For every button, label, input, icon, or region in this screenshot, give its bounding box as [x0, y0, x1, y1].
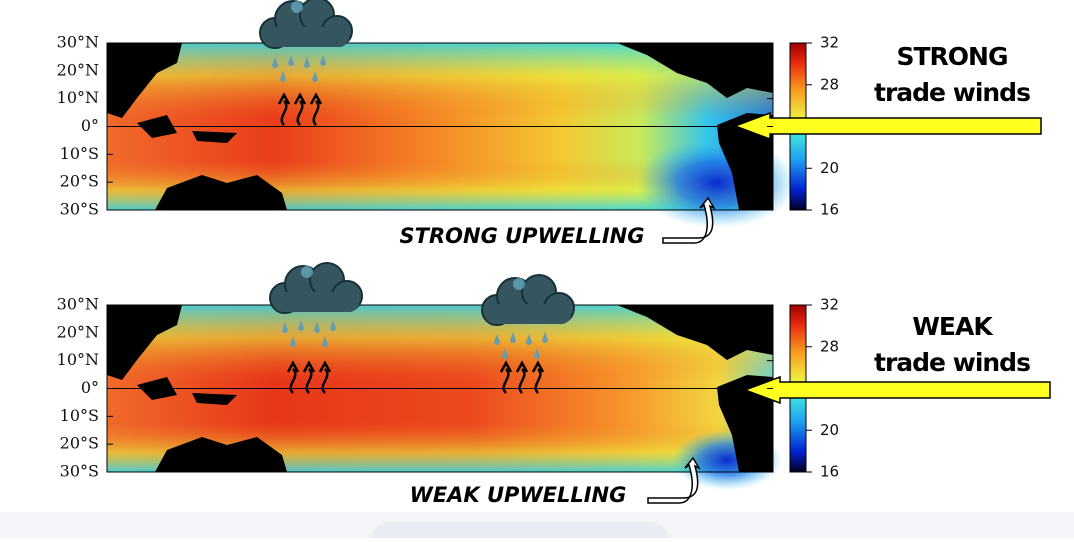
upwelling-label: STRONG UPWELLING — [400, 224, 645, 248]
wind-arrow — [732, 111, 1042, 141]
upwelling-arrow — [647, 456, 701, 504]
colorbar-tick-label: 20 — [820, 159, 839, 177]
wind-label: trade winds — [874, 78, 1030, 107]
lat-label: 0° — [81, 378, 99, 397]
lat-label: 20°N — [57, 322, 99, 341]
wind-strength: WEAK — [912, 312, 994, 341]
lat-label: 30°S — [60, 200, 99, 219]
lat-label: 30°N — [57, 295, 99, 314]
lat-label: 20°N — [57, 60, 99, 79]
lat-label: 10°N — [57, 88, 99, 107]
lat-label: 10°S — [60, 406, 99, 425]
lat-label: 0° — [81, 116, 99, 135]
wind-label: trade winds — [874, 348, 1030, 377]
lat-label: 30°N — [57, 33, 99, 52]
lat-label: 20°S — [60, 172, 99, 191]
footer-pill — [370, 522, 670, 542]
wind-arrow — [742, 375, 1051, 405]
colorbar-tick-label: 28 — [820, 75, 839, 93]
lat-label: 10°N — [57, 350, 99, 369]
colorbar-tick-label: 32 — [820, 296, 839, 314]
lat-label: 20°S — [60, 434, 99, 453]
lat-label: 30°S — [60, 462, 99, 481]
upwelling-label: WEAK UPWELLING — [410, 483, 627, 507]
colorbar-tick-label: 16 — [820, 463, 839, 481]
lat-label: 10°S — [60, 144, 99, 163]
colorbar-tick-label: 20 — [820, 421, 839, 439]
colorbar-tick-label: 16 — [820, 201, 839, 219]
colorbar-tick-label: 28 — [820, 337, 839, 355]
colorbar-tick-label: 32 — [820, 34, 839, 52]
map-panel — [106, 42, 797, 228]
map-panel — [106, 304, 782, 490]
wind-strength: STRONG — [896, 42, 1007, 71]
upwelling-arrow — [662, 196, 716, 244]
